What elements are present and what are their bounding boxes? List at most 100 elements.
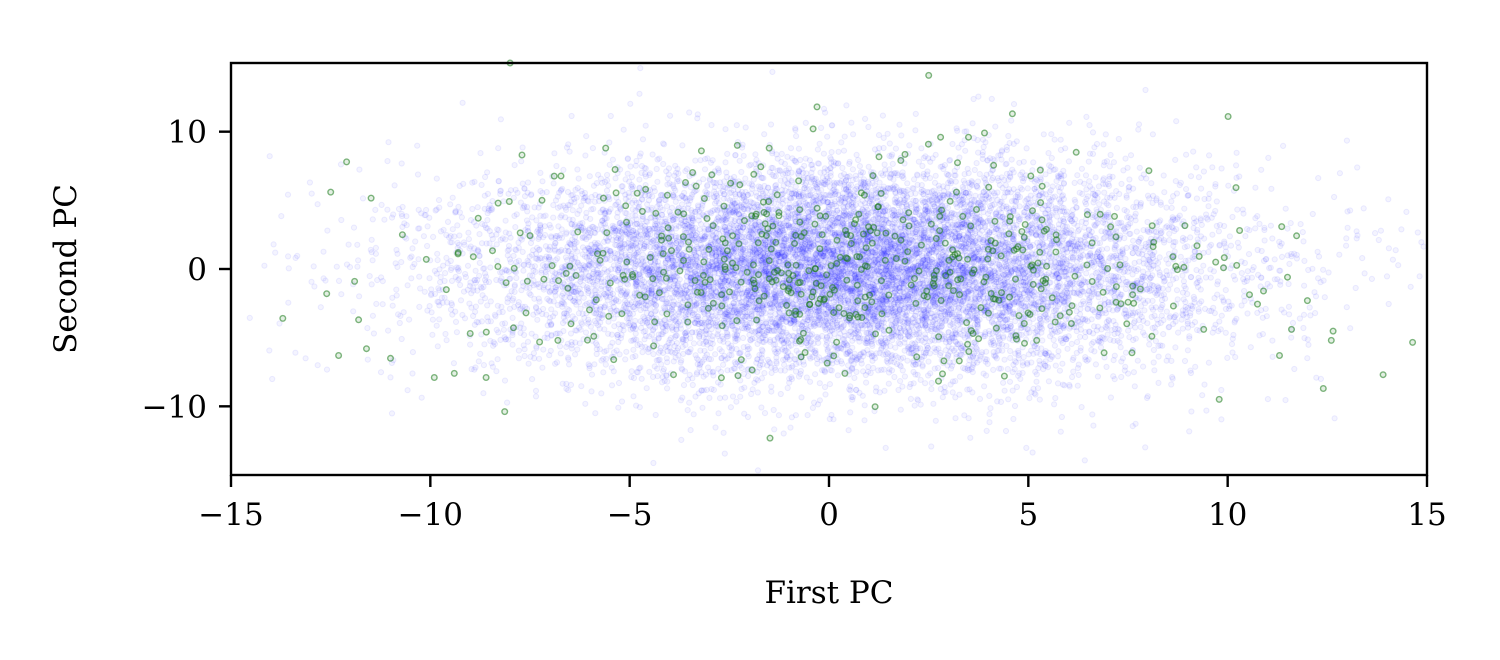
data-point-blue [709,313,716,320]
data-point-blue [478,318,485,325]
data-point-blue [983,356,990,363]
data-point-blue [838,139,845,146]
data-point-blue [1002,427,1010,435]
data-point-blue [1010,415,1017,423]
data-point-blue [1207,274,1214,281]
data-point-blue [1190,148,1197,155]
data-point-blue [1168,204,1175,211]
data-point-blue [1385,196,1392,203]
data-point-blue [1383,273,1391,280]
data-point-blue [1051,401,1058,408]
data-point-blue [815,270,822,277]
data-point-blue [822,177,829,184]
data-point-blue [574,346,581,353]
data-point-blue [546,221,553,229]
data-point-blue [429,331,436,338]
data-point-blue [529,376,536,383]
data-point-blue [778,150,785,157]
data-point-blue [1286,260,1293,267]
data-point-blue [398,259,405,266]
data-point-blue [495,329,502,336]
data-point-blue [393,286,400,293]
data-point-blue [618,398,626,405]
data-point-blue [1315,253,1323,260]
data-point-blue [1184,347,1192,354]
data-point-blue [502,217,509,224]
data-point-blue [1142,444,1149,451]
data-point-blue [366,273,373,280]
data-point-blue [770,406,777,414]
data-point-blue [423,206,430,214]
data-point-blue [1103,363,1110,370]
data-point-blue [900,354,907,361]
data-point-blue [551,247,558,254]
data-point-blue [515,347,523,354]
data-point-blue [1242,233,1249,240]
data-point-blue [616,351,623,358]
data-point-blue [1269,235,1276,242]
data-point-blue [1206,152,1213,159]
data-point-blue [976,395,984,402]
data-point-blue [269,375,276,383]
data-point-blue [607,256,614,263]
data-point-blue [1101,234,1108,241]
data-point-blue [1116,190,1123,198]
data-point-blue [888,308,895,315]
data-point-blue [1122,255,1129,263]
data-point-blue [294,252,301,259]
data-point-blue [857,201,864,208]
data-point-blue [606,161,613,168]
data-point-blue [881,161,888,168]
data-point-blue [480,362,487,369]
data-point-blue [1101,189,1108,196]
data-point-blue [847,409,854,416]
data-point-blue [902,328,909,336]
data-point-blue [1113,204,1121,211]
data-point-blue [929,227,936,234]
data-point-blue [962,283,969,290]
data-point-blue [560,166,567,173]
data-point-blue [474,204,481,211]
data-point-blue [884,130,891,137]
data-point-blue [928,379,935,387]
data-point-blue [1188,408,1195,415]
data-point-blue [436,316,443,323]
data-point-blue [443,337,450,344]
data-point-blue [953,222,960,229]
data-point-blue [1155,353,1162,360]
data-point-blue [971,166,978,174]
data-point-blue [515,244,522,251]
data-point-blue [536,355,543,362]
data-point-blue [643,385,650,392]
data-point-blue [1300,324,1307,332]
data-point-blue [945,171,952,178]
data-point-blue [774,167,781,174]
data-point-blue [435,197,443,204]
data-point-blue [954,230,961,237]
data-point-blue [977,291,984,298]
data-point-blue [1024,185,1031,192]
data-point-blue [938,323,946,330]
data-point-blue [1001,242,1008,249]
data-point-blue [487,264,494,271]
data-point-blue [653,357,660,364]
data-point-blue [599,217,606,224]
data-point-blue [1062,223,1069,231]
data-point-blue [1149,131,1157,138]
data-point-blue [534,316,541,323]
data-point-blue [384,206,391,213]
data-point-blue [1166,237,1173,244]
data-point-blue [1160,331,1167,338]
data-point-blue [629,354,636,361]
data-point-blue [736,157,743,164]
data-point-blue [885,380,892,387]
data-point-blue [1115,135,1122,143]
data-point-blue [420,233,427,240]
data-point-blue [1343,304,1350,311]
data-point-blue [714,264,721,271]
data-point-blue [1118,180,1125,187]
data-point-blue [1222,287,1229,294]
data-point-blue [754,467,762,474]
data-point-blue [834,372,842,379]
data-point-blue [537,169,544,176]
